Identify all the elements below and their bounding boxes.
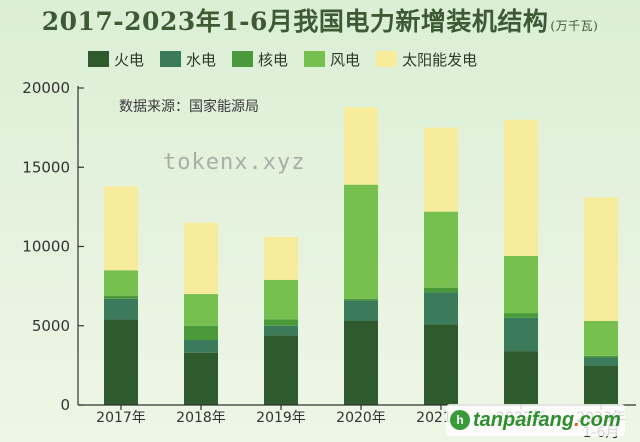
bar-segment [584, 197, 618, 321]
bar-segment [424, 292, 458, 325]
bar-segment [264, 319, 298, 326]
bar-segment [504, 351, 538, 405]
bar-segment [104, 270, 138, 296]
y-tick-label: 0 [60, 396, 70, 414]
x-tick-label: 2017年 [96, 410, 146, 426]
x-tick-label: 2020年 [336, 410, 386, 426]
bar-segment [504, 256, 538, 314]
watermark-text: tokenx.xyz [163, 150, 306, 175]
x-tick-label: 2018年 [176, 410, 226, 426]
bar-segment [504, 119, 538, 257]
bar-segment [184, 325, 218, 341]
chart-legend: 火电 水电 核电 风电 太阳能发电 [88, 48, 493, 70]
y-tick-label: 10000 [22, 238, 70, 256]
legend-swatch [304, 51, 326, 67]
legend-item: 核电 [232, 49, 288, 70]
legend-swatch [88, 51, 109, 67]
bar-segment [104, 319, 138, 405]
bar-segment [184, 294, 218, 326]
legend-item: 风电 [304, 49, 360, 70]
legend-swatch [376, 51, 398, 67]
legend-item: 水电 [160, 49, 216, 70]
chart-title: 2017-2023年1-6月我国电力新增装机结构 (万千瓦) [0, 2, 640, 38]
legend-label: 火电 [114, 50, 145, 69]
legend-swatch [160, 51, 182, 67]
chart-unit: (万千瓦) [550, 19, 599, 33]
legend-swatch [232, 51, 254, 67]
bar-segment [584, 357, 618, 366]
y-tick-label: 5000 [32, 317, 70, 335]
legend-label: 核电 [258, 50, 289, 69]
logo-tld: com [579, 408, 621, 431]
bar-segment [584, 320, 618, 356]
bar-segment [104, 186, 138, 271]
legend-item: 火电 [88, 49, 144, 70]
bar-segment [424, 324, 458, 405]
legend-item: 太阳能发电 [376, 49, 477, 70]
bar-segment [264, 325, 298, 336]
data-source-note: 数据来源：国家能源局 [119, 99, 259, 115]
legend-label: 太阳能发电 [402, 50, 478, 69]
legend-label: 风电 [330, 50, 361, 69]
bar-segment [424, 211, 458, 288]
bar-segment [184, 340, 218, 353]
bar-segment [184, 352, 218, 405]
x-tick-label: 2019年 [256, 410, 306, 426]
site-logo: h tanpaifang.com [446, 404, 625, 436]
bar-segment [344, 300, 378, 321]
legend-label: 水电 [186, 50, 217, 69]
bar-segment [424, 287, 458, 293]
logo-badge-icon: h [450, 410, 470, 430]
bar-segment [424, 127, 458, 212]
bar-segment [584, 355, 618, 358]
bar-segment [264, 236, 298, 280]
bar-segment [344, 298, 378, 301]
bar-segment [264, 279, 298, 320]
bar-segment [184, 222, 218, 295]
y-axis: 0 5000 10000 15000 20000 [22, 79, 84, 414]
bar-segment [584, 365, 618, 405]
bar-segment [504, 317, 538, 352]
bar-segment [344, 184, 378, 299]
y-tick-label: 15000 [22, 158, 70, 176]
logo-dot: . [574, 408, 580, 431]
logo-text: tanpaifang.com [473, 409, 621, 432]
bars-group [104, 107, 618, 405]
chart-title-text: 2017-2023年1-6月我国电力新增装机结构 [41, 7, 549, 36]
bar-segment [104, 298, 138, 320]
bar-segment [104, 295, 138, 299]
logo-name: tanpaifang [473, 408, 575, 431]
bar-segment [504, 313, 538, 318]
bar-segment [344, 320, 378, 405]
bar-segment [264, 335, 298, 405]
y-tick-label: 20000 [22, 79, 70, 97]
bar-segment [344, 107, 378, 185]
